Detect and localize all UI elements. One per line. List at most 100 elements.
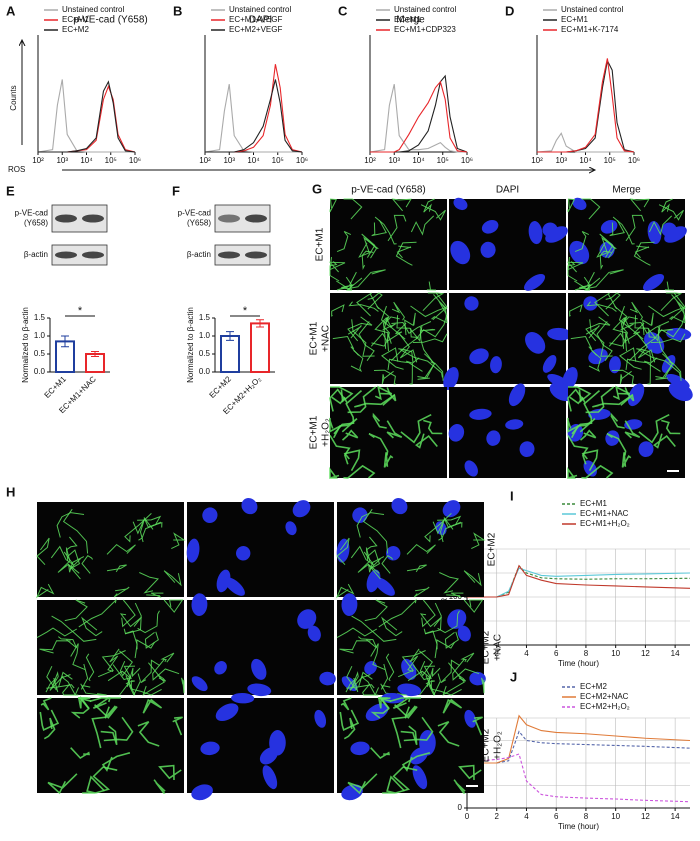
junction [125, 667, 141, 685]
junction [330, 386, 354, 403]
x-tick-label: 12 [641, 812, 650, 821]
data-line [38, 80, 136, 153]
junction [380, 305, 396, 331]
legend-label: EC+M2+VEGF [229, 25, 282, 34]
legend-label: EC+M1 [394, 15, 421, 24]
junction [336, 276, 353, 291]
micrograph-background [37, 502, 184, 597]
junction [356, 512, 385, 538]
junction [643, 360, 651, 385]
junction [361, 674, 380, 697]
junction [124, 630, 138, 659]
junction [391, 706, 410, 749]
junction [642, 312, 654, 336]
junction [438, 521, 462, 541]
junction [85, 653, 95, 682]
junction [80, 663, 91, 690]
nucleus [464, 296, 479, 311]
junction [612, 385, 631, 401]
blot-label: β-actin [187, 250, 211, 259]
junction [82, 775, 106, 794]
nucleus [191, 676, 208, 692]
y-tick-label: 1.5 [199, 313, 211, 322]
nucleus [481, 219, 499, 234]
nucleus [341, 593, 358, 616]
junction [398, 348, 420, 364]
junction [433, 294, 448, 315]
junction [567, 466, 578, 480]
nucleus [525, 332, 546, 354]
data-line [537, 58, 635, 153]
nucleus [448, 424, 465, 442]
nucleus [443, 367, 459, 390]
junction [57, 636, 78, 649]
micrograph [562, 292, 692, 390]
junction [349, 671, 364, 691]
junction [387, 358, 423, 372]
panel-letter: E [6, 183, 15, 198]
junction [658, 204, 684, 221]
x-tick-label: 10⁵ [105, 156, 117, 165]
nucleus [572, 197, 587, 211]
junction [361, 233, 378, 259]
panel-letter: A [6, 3, 16, 18]
micrograph [566, 197, 687, 291]
junction [386, 420, 403, 439]
junction [370, 331, 392, 347]
panel-letter: I [510, 488, 514, 503]
junction [339, 709, 360, 732]
junction [423, 419, 443, 435]
junction [638, 413, 670, 444]
nucleus [292, 500, 311, 518]
x-tick-label: 10² [199, 156, 211, 165]
junction [653, 433, 676, 449]
junction [586, 301, 617, 312]
micrograph [337, 692, 484, 801]
data-line [369, 84, 467, 153]
legend-label: EC+M1 [561, 15, 588, 24]
junction [401, 752, 431, 772]
x-tick-label: 4 [524, 812, 529, 821]
nucleus [457, 625, 471, 642]
junction [611, 369, 635, 385]
junction [163, 570, 182, 587]
junction [594, 292, 618, 317]
micrograph [37, 695, 184, 795]
row-label: +H₂O₂ [493, 731, 504, 760]
legend-label: EC+M1+H₂O₂ [580, 519, 630, 528]
junction [592, 394, 634, 408]
nucleus [542, 222, 558, 237]
blot-image [214, 244, 271, 266]
significance-mark: * [243, 305, 248, 317]
nucleus [549, 382, 574, 402]
data-line [370, 80, 468, 153]
panel-letter: F [172, 183, 180, 198]
x-tick-label: 10⁴ [247, 156, 260, 165]
junction [599, 233, 616, 259]
y-tick-label: 1.0 [199, 331, 211, 340]
junction [112, 664, 131, 687]
legend-label: EC+M2 [62, 25, 89, 34]
junction [437, 610, 460, 634]
nucleus [419, 730, 436, 756]
x-tick-label: 2 [495, 649, 500, 658]
nucleus [251, 658, 267, 680]
x-tick-label: 14 [671, 812, 680, 821]
junction [65, 536, 78, 561]
junction [608, 331, 630, 347]
legend-label: EC+M1+CDP323 [394, 25, 456, 34]
micrograph [449, 197, 568, 291]
junction [106, 564, 127, 573]
junction [332, 335, 359, 356]
junction [648, 292, 686, 318]
junction [419, 613, 442, 628]
column-header: DAPI [249, 15, 272, 26]
junction [152, 658, 180, 681]
junction [47, 773, 78, 795]
junction [340, 697, 352, 711]
junction [405, 360, 413, 385]
junction [119, 673, 141, 697]
junction [380, 663, 391, 690]
x-tick-label: 10⁵ [604, 156, 616, 165]
junction [137, 610, 160, 634]
